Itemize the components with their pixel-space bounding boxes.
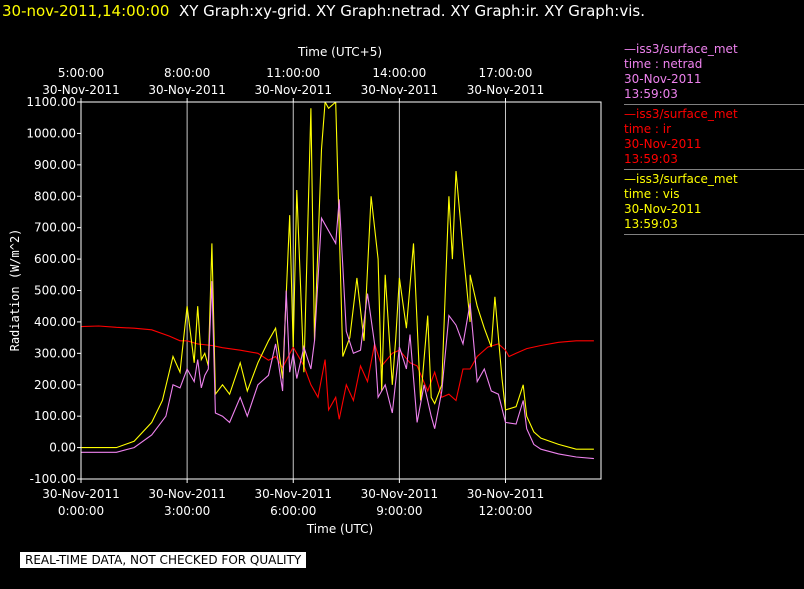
axis-ticks: -100.00 0.00 100.00 200.00 300.00 400.00 500.0… <box>26 66 544 518</box>
series-lines <box>81 102 594 460</box>
legend: —iss3/surface_met time : netrad 30-Nov-2… <box>624 40 804 235</box>
legend-entry-ir: —iss3/surface_met time : ir 30-Nov-2011 … <box>624 105 804 170</box>
x-top-tick-label-time: 5:00:00 <box>58 66 104 80</box>
y-tick-label: 800.00 <box>34 189 76 203</box>
x-tick-label-date: 30-Nov-2011 <box>361 487 439 501</box>
y-tick-label: 400.00 <box>34 315 76 329</box>
legend-variable: time : ir <box>624 122 672 136</box>
legend-variable: time : netrad <box>624 57 703 71</box>
y-tick-label: 100.00 <box>34 409 76 423</box>
y-tick-label: 200.00 <box>34 378 76 392</box>
x-top-tick-label-date: 30-Nov-2011 <box>254 83 332 97</box>
y-tick-label: 1000.00 <box>26 126 76 140</box>
y-tick-label: 700.00 <box>34 221 76 235</box>
y-tick-label: 900.00 <box>34 158 76 172</box>
legend-source: —iss3/surface_met <box>624 42 738 56</box>
legend-entry-netrad: —iss3/surface_met time : netrad 30-Nov-2… <box>624 40 804 105</box>
legend-time: 13:59:03 <box>624 152 678 166</box>
y-tick-label: -100.00 <box>30 472 76 486</box>
x-tick-label-time: 6:00:00 <box>270 504 316 518</box>
x-tick-label-time: 3:00:00 <box>164 504 210 518</box>
x-top-tick-label-time: 17:00:00 <box>479 66 533 80</box>
header-graph-titles: XY Graph:xy-grid. XY Graph:netrad. XY Gr… <box>178 2 645 20</box>
series-line <box>81 325 594 420</box>
header-timestamp: 30-nov-2011,14:00:00 <box>2 2 170 20</box>
y-axis-label: Radiation (W/m^2) <box>8 229 22 352</box>
legend-source: —iss3/surface_met <box>624 107 738 121</box>
x-top-tick-label-time: 14:00:00 <box>372 66 426 80</box>
y-tick-label: 600.00 <box>34 252 76 266</box>
series-line <box>81 102 594 450</box>
legend-date: 30-Nov-2011 <box>624 202 702 216</box>
x-top-tick-label-date: 30-Nov-2011 <box>467 83 545 97</box>
grid-lines <box>186 102 506 479</box>
x-tick-label-date: 30-Nov-2011 <box>467 487 545 501</box>
legend-source: —iss3/surface_met <box>624 172 738 186</box>
series-line <box>81 199 594 460</box>
x-tick-label-time: 0:00:00 <box>58 504 104 518</box>
x-top-tick-label-date: 30-Nov-2011 <box>148 83 226 97</box>
x-top-tick-label-date: 30-Nov-2011 <box>42 83 120 97</box>
x-tick-label-date: 30-Nov-2011 <box>254 487 332 501</box>
legend-time: 13:59:03 <box>624 217 678 231</box>
x-tick-label-time: 9:00:00 <box>376 504 422 518</box>
x-axis-label: Time (UTC) <box>306 522 373 536</box>
x-tick-label-date: 30-Nov-2011 <box>148 487 226 501</box>
x-top-tick-label-time: 11:00:00 <box>266 66 320 80</box>
x-axis-top-label: Time (UTC+5) <box>297 45 382 59</box>
y-tick-label: 500.00 <box>34 284 76 298</box>
header: 30-nov-2011,14:00:00 XY Graph:xy-grid. X… <box>2 2 645 20</box>
quality-disclaimer: REAL-TIME DATA, NOT CHECKED FOR QUALITY <box>20 552 307 568</box>
legend-entry-vis: —iss3/surface_met time : vis 30-Nov-2011… <box>624 170 804 235</box>
y-tick-label: 1100.00 <box>26 95 76 109</box>
y-tick-label: 300.00 <box>34 346 76 360</box>
y-tick-label: 0.00 <box>49 441 76 455</box>
legend-date: 30-Nov-2011 <box>624 137 702 151</box>
x-top-tick-label-date: 30-Nov-2011 <box>361 83 439 97</box>
x-top-tick-label-time: 8:00:00 <box>164 66 210 80</box>
x-tick-label-date: 30-Nov-2011 <box>42 487 120 501</box>
legend-date: 30-Nov-2011 <box>624 72 702 86</box>
legend-variable: time : vis <box>624 187 680 201</box>
legend-time: 13:59:03 <box>624 87 678 101</box>
x-tick-label-time: 12:00:00 <box>479 504 533 518</box>
